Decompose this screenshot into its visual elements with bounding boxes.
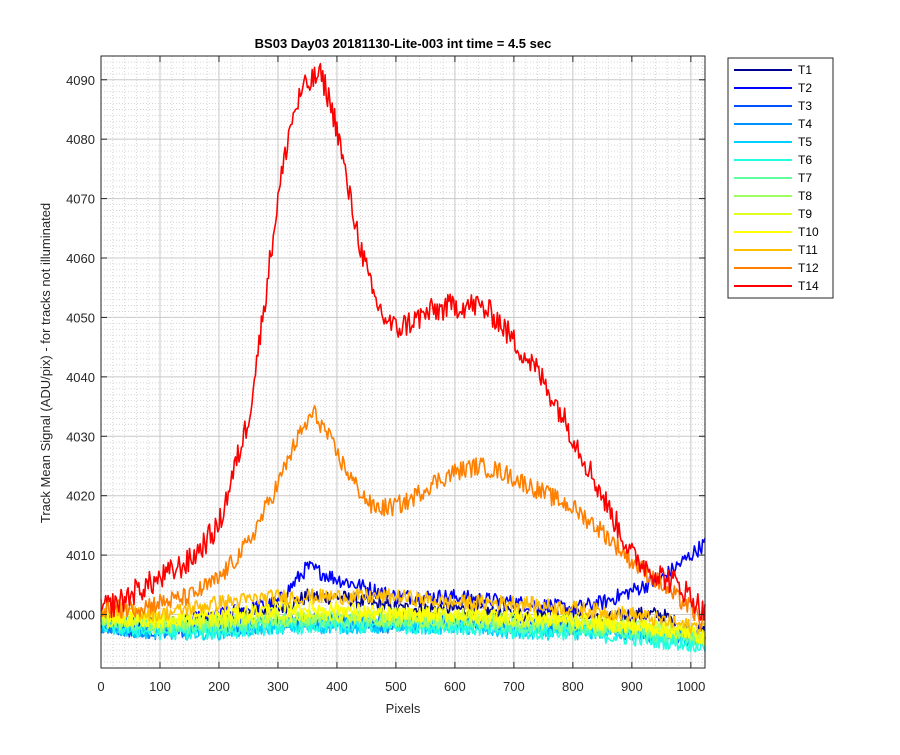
y-tick-label: 4010 bbox=[66, 548, 95, 563]
x-tick-label: 500 bbox=[385, 679, 407, 694]
y-axis-label: Track Mean Signal (ADU/pix) - for tracks… bbox=[38, 203, 53, 523]
x-tick-label: 300 bbox=[267, 679, 289, 694]
legend-label-t2: T2 bbox=[798, 81, 812, 95]
y-tick-label: 4050 bbox=[66, 310, 95, 325]
legend-label-t4: T4 bbox=[798, 117, 812, 131]
x-tick-label: 0 bbox=[97, 679, 104, 694]
x-tick-label: 100 bbox=[149, 679, 171, 694]
y-tick-label: 4030 bbox=[66, 429, 95, 444]
series-layer bbox=[100, 62, 706, 653]
y-tick-label: 4040 bbox=[66, 370, 95, 385]
grid-layer bbox=[101, 55, 705, 669]
x-tick-label: 1000 bbox=[676, 679, 705, 694]
legend-label-t8: T8 bbox=[798, 189, 812, 203]
series-line-t10 bbox=[100, 600, 706, 645]
y-tick-label: 4090 bbox=[66, 73, 95, 88]
legend-label-t9: T9 bbox=[798, 207, 812, 221]
chart-title: BS03 Day03 20181130-Lite-003 int time = … bbox=[255, 36, 552, 51]
y-tick-label: 4080 bbox=[66, 132, 95, 147]
y-tick-label: 4000 bbox=[66, 608, 95, 623]
x-tick-label: 400 bbox=[326, 679, 348, 694]
legend: T1 T2 T3 T4 T5 T6 T7 T8 T9 T10 T11 T12 T14 bbox=[727, 57, 834, 299]
plot-frame bbox=[100, 55, 706, 669]
x-tick-label: 800 bbox=[562, 679, 584, 694]
legend-label-t6: T6 bbox=[798, 153, 812, 167]
x-tick-label: 900 bbox=[621, 679, 643, 694]
legend-label-t11: T11 bbox=[798, 243, 818, 257]
legend-label-t5: T5 bbox=[798, 135, 812, 149]
series-line-t11 bbox=[100, 588, 706, 635]
series-line-t12 bbox=[100, 405, 706, 630]
legend-label-t10: T10 bbox=[798, 225, 819, 239]
tick-layer: 0 100 200 300 400 500 600 700 800 900 1000 4000 4010… bbox=[66, 56, 705, 694]
y-tick-label: 4060 bbox=[66, 251, 95, 266]
x-tick-label: 700 bbox=[503, 679, 525, 694]
x-axis-label: Pixels bbox=[386, 701, 421, 716]
legend-label-t12: T12 bbox=[798, 261, 819, 275]
legend-label-t1: T1 bbox=[798, 63, 812, 77]
x-tick-label: 200 bbox=[208, 679, 230, 694]
series-line-t14 bbox=[100, 62, 706, 621]
legend-label-t3: T3 bbox=[798, 99, 812, 113]
x-tick-label: 600 bbox=[444, 679, 466, 694]
y-tick-label: 4070 bbox=[66, 192, 95, 207]
legend-label-t7: T7 bbox=[798, 171, 812, 185]
y-tick-label: 4020 bbox=[66, 489, 95, 504]
legend-label-t14: T14 bbox=[798, 279, 819, 293]
